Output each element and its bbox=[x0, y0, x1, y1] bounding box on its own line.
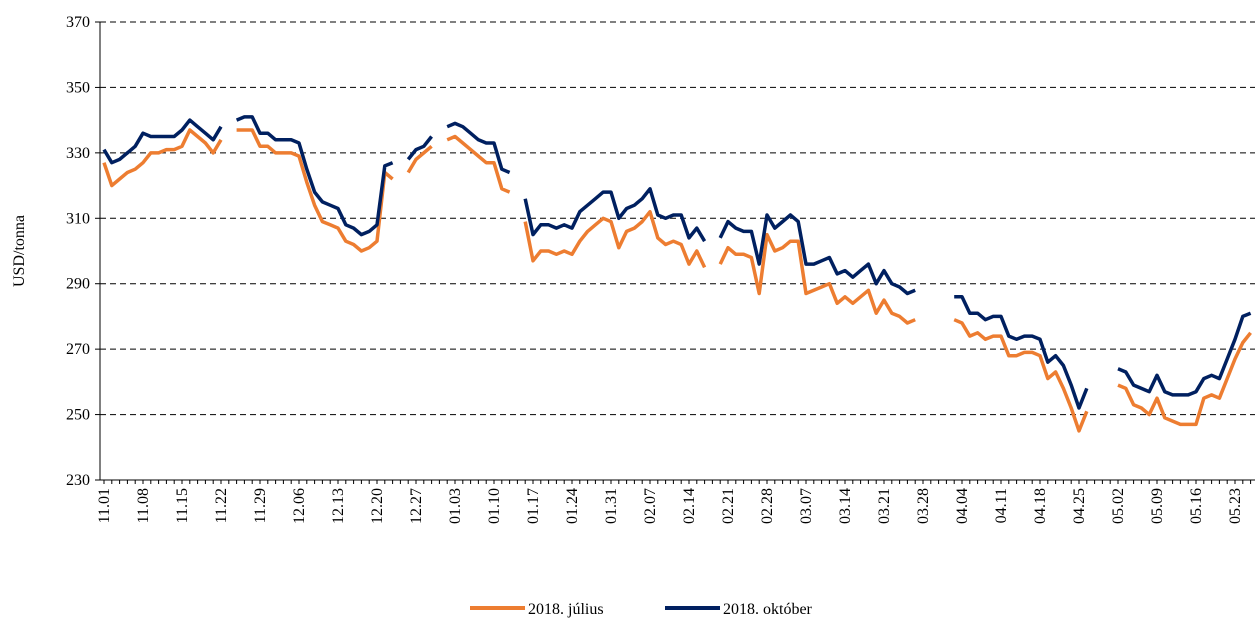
y-tick-label: 370 bbox=[66, 14, 90, 31]
x-tick-label: 02.14 bbox=[681, 488, 698, 524]
series-line bbox=[102, 128, 1252, 433]
x-tick-label: 01.03 bbox=[447, 488, 464, 524]
x-tick-label: 03.07 bbox=[798, 488, 815, 524]
x-tick-label: 12.27 bbox=[408, 488, 425, 524]
y-tick-label: 310 bbox=[66, 210, 90, 227]
x-tick-label: 11.08 bbox=[135, 488, 152, 523]
x-tick-label: 02.28 bbox=[759, 488, 776, 524]
x-tick-label: 01.31 bbox=[603, 488, 620, 524]
x-tick-label: 12.06 bbox=[291, 488, 308, 524]
x-tick-label: 01.17 bbox=[525, 488, 542, 524]
x-tick-label: 11.15 bbox=[174, 488, 191, 523]
x-tick-label: 04.11 bbox=[993, 488, 1010, 523]
x-tick-label: 03.28 bbox=[915, 488, 932, 524]
y-tick-label: 250 bbox=[66, 407, 90, 424]
x-tick-label: 04.18 bbox=[1032, 488, 1049, 524]
y-tick-label: 290 bbox=[66, 276, 90, 293]
x-tick-label: 01.10 bbox=[486, 488, 503, 524]
x-tick-label: 11.29 bbox=[252, 488, 269, 523]
x-tick-label: 11.01 bbox=[96, 488, 113, 523]
y-axis-label: USD/tonna bbox=[11, 215, 28, 287]
y-tick-label: 230 bbox=[66, 472, 90, 489]
x-tick-label: 11.22 bbox=[213, 488, 230, 523]
x-tick-label: 02.07 bbox=[642, 488, 659, 524]
x-tick-label: 04.25 bbox=[1071, 488, 1088, 524]
x-tick-label: 05.23 bbox=[1227, 488, 1244, 524]
x-tick-label: 12.13 bbox=[330, 488, 347, 524]
x-tick-label: 05.16 bbox=[1188, 488, 1205, 524]
x-tick-label: 03.21 bbox=[876, 488, 893, 524]
x-tick-label: 03.14 bbox=[837, 488, 854, 524]
y-tick-label: 330 bbox=[66, 145, 90, 162]
legend-label: 2018. október bbox=[723, 601, 813, 618]
series-line bbox=[102, 115, 1252, 410]
x-tick-label: 12.20 bbox=[369, 488, 386, 524]
x-tick-label: 04.04 bbox=[954, 488, 971, 524]
x-tick-label: 02.21 bbox=[720, 488, 737, 524]
y-tick-label: 350 bbox=[66, 79, 90, 96]
y-tick-label: 270 bbox=[66, 341, 90, 358]
x-tick-label: 05.02 bbox=[1110, 488, 1127, 524]
legend-label: 2018. július bbox=[528, 601, 604, 618]
x-tick-label: 01.24 bbox=[564, 488, 581, 524]
x-tick-label: 05.09 bbox=[1149, 488, 1166, 524]
